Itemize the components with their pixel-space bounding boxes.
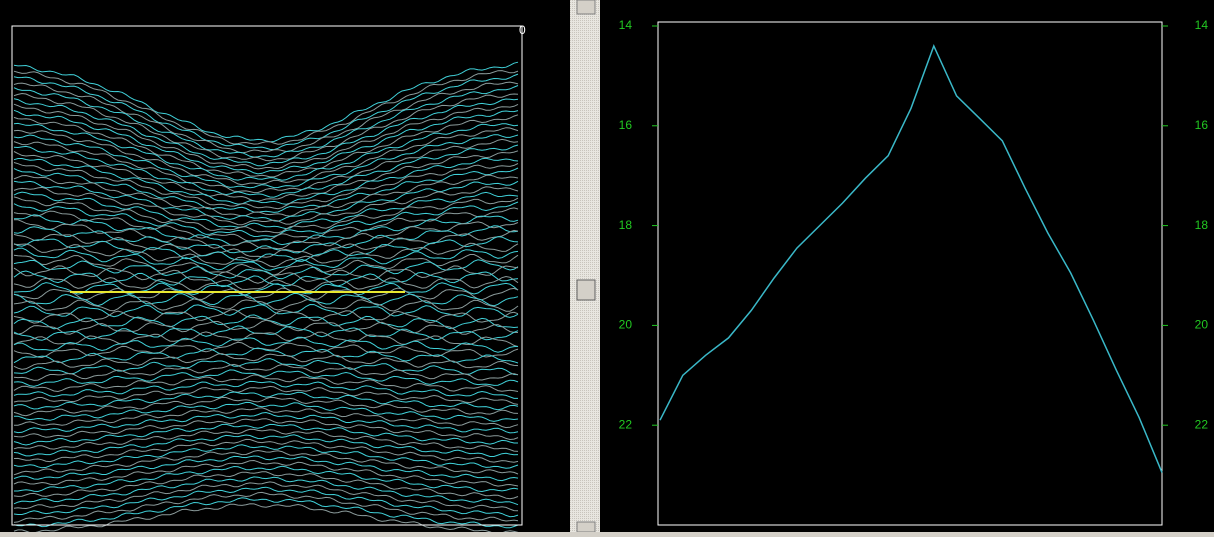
corner-label: 0 (519, 23, 526, 37)
y-tick-label: 18 (619, 218, 633, 232)
screen: 0 14 14 16 16 18 18 20 20 22 22 (0, 0, 1214, 532)
y-tick-label: 16 (619, 118, 633, 132)
app: 0 14141616181820202222 (() => { const da… (0, 0, 1214, 532)
y-tick-label: 22 (619, 417, 633, 431)
y2-tick-label: 20 (1195, 318, 1209, 332)
left-panel (0, 0, 570, 532)
scroll-down[interactable] (577, 522, 595, 532)
y-tick-label: 20 (619, 318, 633, 332)
scroll-up[interactable] (577, 0, 595, 14)
scroll-thumb[interactable] (577, 280, 595, 300)
y2-tick-label: 14 (1195, 18, 1209, 32)
y2-tick-label: 16 (1195, 118, 1209, 132)
right-panel (600, 0, 1214, 532)
y2-tick-label: 22 (1195, 417, 1209, 431)
y2-tick-label: 18 (1195, 218, 1209, 232)
y-tick-label: 14 (619, 18, 633, 32)
scrollbar-track[interactable] (570, 0, 600, 532)
